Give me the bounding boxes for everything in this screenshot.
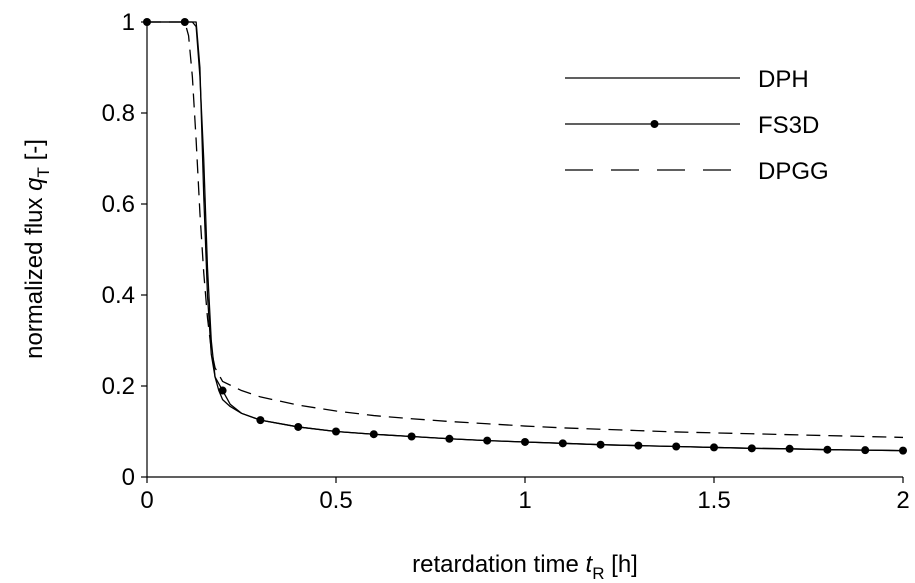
x-tick-label: 1 — [518, 487, 531, 514]
data-point-fs3d — [369, 430, 378, 439]
y-tick-label: 0.2 — [102, 373, 135, 400]
data-point-fs3d — [483, 436, 492, 445]
y-tick-label: 1 — [122, 9, 135, 36]
legend-marker-fs3d — [650, 120, 659, 128]
y-axis-label: normalized flux qT [-] — [21, 139, 53, 359]
axes: 0 0.5 1 1.5 2 0 0.2 0.4 0.6 0.8 1 — [102, 9, 910, 514]
data-point-fs3d — [143, 18, 151, 26]
y-tick-label: 0.4 — [102, 282, 135, 309]
data-point-fs3d — [407, 432, 416, 441]
data-point-fs3d — [672, 442, 681, 451]
legend-label-fs3d: FS3D — [758, 112, 819, 139]
legend-label-dph: DPH — [758, 66, 809, 93]
x-tick-label: 1.5 — [697, 487, 730, 514]
data-point-fs3d — [558, 439, 567, 448]
y-tick-label: 0 — [122, 464, 135, 491]
data-point-fs3d — [785, 444, 794, 453]
data-point-fs3d — [861, 446, 870, 455]
data-point-fs3d — [180, 18, 189, 26]
legend: DPH FS3D DPGG — [565, 66, 829, 185]
fs3d-markers — [143, 18, 907, 455]
x-tick-label: 2 — [896, 487, 909, 514]
data-point-fs3d — [823, 445, 832, 454]
x-tick-label: 0.5 — [319, 487, 352, 514]
data-point-fs3d — [634, 441, 643, 450]
data-point-fs3d — [710, 443, 718, 452]
y-tick-label: 0.6 — [102, 191, 135, 218]
data-point-fs3d — [256, 416, 265, 425]
series-line-dpgg — [147, 21, 904, 439]
data-point-fs3d — [521, 437, 529, 446]
legend-label-dpgg: DPGG — [758, 158, 829, 185]
data-point-fs3d — [294, 422, 303, 431]
data-point-fs3d — [596, 440, 605, 449]
x-axis-label: retardation time tR [h] — [412, 551, 638, 583]
data-point-fs3d — [899, 446, 907, 455]
x-tick-label: 0 — [140, 487, 153, 514]
y-tick-label: 0.8 — [102, 100, 135, 127]
data-point-fs3d — [332, 427, 340, 436]
data-point-fs3d — [218, 386, 227, 395]
data-point-fs3d — [747, 444, 756, 453]
data-point-fs3d — [445, 434, 454, 443]
